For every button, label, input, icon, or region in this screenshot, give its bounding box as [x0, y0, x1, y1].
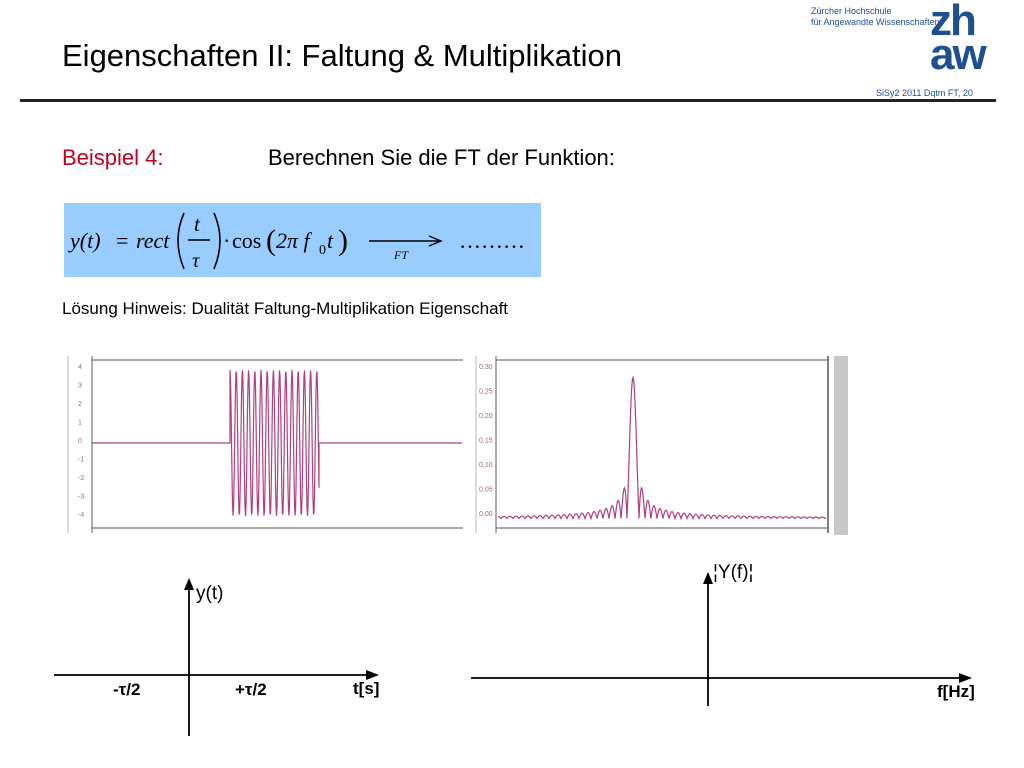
solution-hint: Lösung Hinweis: Dualität Faltung-Multipl…: [62, 299, 509, 318]
time-x-label: t[s]: [353, 679, 380, 698]
plot-scrollbar[interactable]: [834, 356, 848, 535]
time-sketch-axes: [54, 578, 379, 736]
institution-name-line2: für Angewandte Wissenschaften: [811, 17, 940, 27]
time-signal-trace: [92, 369, 462, 517]
formula-cos: cos: [232, 228, 261, 253]
formula-arg-end: t: [327, 228, 334, 253]
y-tick-label: 0,20: [479, 413, 493, 420]
spectrum-plot: 0,30 0,25 0,20 0,15 0,10 0,05 0,00: [466, 352, 850, 537]
tick-plus-tau-half: +τ/2: [235, 680, 267, 699]
spectrum-trace: [497, 375, 827, 521]
y-tick-label: 1: [78, 420, 82, 427]
time-y-label: y(t): [196, 583, 224, 604]
y-tick-label: 2: [78, 401, 82, 408]
y-tick-label: -2: [78, 475, 84, 482]
formula-paren-right: [213, 212, 221, 270]
y-tick-label: 0,05: [479, 487, 493, 494]
formula-box: y(t) = rect t τ · cos ( 2π f 0 t ) FT ………: [64, 203, 541, 277]
y-tick-labels: 4 3 2 1 0 -1 -2 -3 -4: [78, 364, 84, 519]
slide-title: Eigenschaften II: Faltung & Multiplikati…: [62, 38, 623, 73]
y-tick-label: -3: [78, 494, 84, 501]
formula-result: ………: [459, 228, 525, 253]
formula-subscript: 0: [319, 243, 326, 258]
y-tick-label: -4: [78, 512, 84, 519]
formula-paren-left: [177, 212, 185, 270]
ft-arrow-head: [428, 235, 443, 247]
freq-y-arrow: [703, 572, 713, 584]
logo-bottom: aw: [930, 30, 987, 79]
y-tick-label: -1: [78, 457, 84, 464]
y-tick-label: 4: [78, 364, 82, 371]
freq-y-label: ¦Y(f)¦: [713, 562, 754, 583]
freq-sketch-axes: [471, 572, 972, 706]
formula-rect: rect: [136, 228, 170, 253]
formula-frac-num: t: [194, 212, 201, 236]
formula: y(t) = rect t τ · cos ( 2π f 0 t ) FT ………: [68, 212, 525, 272]
plot-frame-bg: [466, 352, 850, 537]
tick-minus-tau-half: -τ/2: [113, 680, 141, 699]
formula-lhs: y(t): [68, 228, 101, 253]
freq-x-label: f[Hz]: [937, 682, 975, 701]
freq-x-arrow: [959, 673, 972, 683]
y-tick-label: 0,10: [479, 462, 493, 469]
formula-arg: 2π f: [276, 228, 313, 253]
time-x-arrow: [366, 670, 379, 680]
institution-name-line1: Zürcher Hochschule: [811, 6, 892, 16]
y-tick-label: 0,25: [479, 389, 493, 396]
y-tick-label: 0,15: [479, 438, 493, 445]
y-tick-label: 3: [78, 383, 82, 390]
example-label: Beispiel 4:: [62, 145, 164, 170]
formula-dot: ·: [223, 228, 230, 253]
formula-equals: =: [116, 228, 128, 253]
y-tick-label: 0,00: [479, 511, 493, 518]
logo-top: zh: [930, 0, 977, 45]
ft-arrow-label: FT: [393, 248, 409, 262]
formula-paren-close: ): [338, 224, 348, 257]
y-tick-labels: 0,30 0,25 0,20 0,15 0,10 0,05 0,00: [479, 364, 493, 518]
zhaw-logo: zh aw: [930, 0, 987, 79]
time-y-arrow: [184, 578, 194, 590]
slide-info: SiSy2 2011 Dqtm FT, 20: [876, 88, 973, 98]
formula-paren-open: (: [266, 224, 276, 257]
example-task: Berechnen Sie die FT der Funktion:: [268, 145, 615, 170]
y-tick-label: 0,30: [479, 364, 493, 371]
formula-frac-den: τ: [192, 248, 201, 272]
time-signal-plot: 4 3 2 1 0 -1 -2 -3 -4: [62, 352, 464, 537]
y-tick-label: 0: [78, 438, 82, 445]
title-divider: [20, 99, 996, 102]
